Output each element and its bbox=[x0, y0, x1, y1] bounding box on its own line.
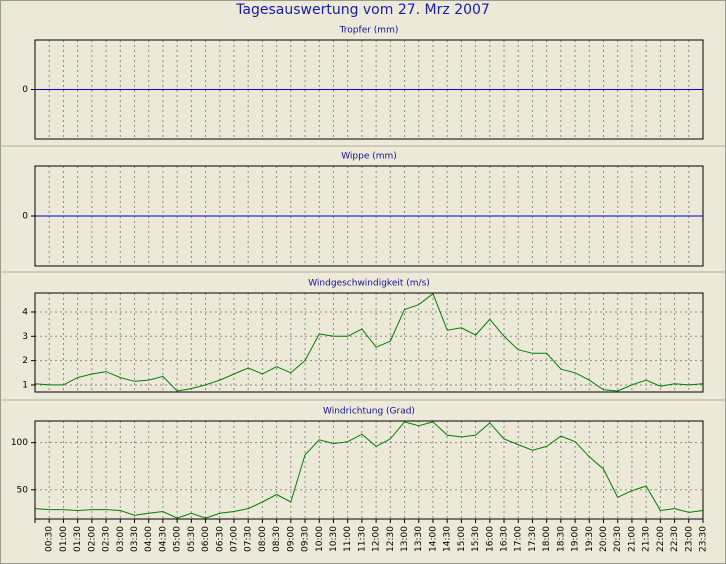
x-tick-label: 21:30 bbox=[642, 526, 652, 552]
x-tick-label: 13:30 bbox=[414, 526, 424, 552]
x-tick-label: 05:30 bbox=[187, 526, 197, 552]
x-tick-label: 06:30 bbox=[215, 526, 225, 552]
x-tick-label: 14:00 bbox=[428, 526, 438, 552]
x-tick-label: 12:00 bbox=[372, 526, 382, 552]
plot-area bbox=[35, 421, 703, 519]
data-line bbox=[34, 421, 704, 519]
x-tick-label: 20:30 bbox=[613, 526, 623, 552]
x-tick-label: 10:30 bbox=[329, 526, 339, 552]
x-tick-label: 08:30 bbox=[272, 526, 282, 552]
y-tick-label: 0 bbox=[22, 212, 28, 222]
y-tick-label: 3 bbox=[22, 332, 28, 342]
x-tick-label: 04:00 bbox=[144, 526, 154, 552]
x-tick-label: 17:00 bbox=[514, 526, 524, 552]
x-tick-label: 02:30 bbox=[102, 526, 112, 552]
x-tick-label: 08:00 bbox=[258, 526, 268, 552]
plot-border bbox=[34, 420, 704, 520]
x-tick-label: 09:30 bbox=[301, 526, 311, 552]
page-title: Tagesauswertung vom 27. Mrz 2007 bbox=[235, 2, 490, 18]
x-tick-label: 19:30 bbox=[585, 526, 595, 552]
y-tick-label: 100 bbox=[11, 438, 28, 448]
x-tick-label: 18:00 bbox=[542, 526, 552, 552]
x-tick-label: 15:00 bbox=[457, 526, 467, 552]
y-tick-label: 50 bbox=[17, 485, 29, 495]
plot-border bbox=[34, 39, 704, 140]
x-tick-label: 13:00 bbox=[400, 526, 410, 552]
x-tick-label: 00:30 bbox=[45, 526, 55, 552]
y-tick-label: 0 bbox=[22, 85, 28, 95]
x-tick-label: 14:30 bbox=[443, 526, 453, 552]
data-line bbox=[34, 292, 704, 392]
plot-border bbox=[34, 165, 704, 267]
plot-border bbox=[34, 292, 704, 393]
x-tick-label: 20:00 bbox=[599, 526, 609, 552]
x-tick-label: 07:30 bbox=[244, 526, 254, 552]
panel-title: Windrichtung (Grad) bbox=[323, 407, 415, 417]
x-tick-label: 05:00 bbox=[173, 526, 183, 552]
panel-title: Tropfer (mm) bbox=[339, 26, 399, 36]
x-tick-label: 04:30 bbox=[158, 526, 168, 552]
x-tick-label: 16:30 bbox=[500, 526, 510, 552]
panel-title: Wippe (mm) bbox=[341, 152, 397, 162]
x-tick-label: 11:30 bbox=[357, 526, 367, 552]
y-tick-label: 2 bbox=[22, 356, 28, 366]
x-tick-label: 06:00 bbox=[201, 526, 211, 552]
x-tick-label: 12:30 bbox=[386, 526, 396, 552]
x-tick-label: 02:00 bbox=[87, 526, 97, 552]
x-tick-label: 22:30 bbox=[670, 526, 680, 552]
plot-area bbox=[35, 293, 703, 392]
x-tick-label: 23:00 bbox=[684, 526, 694, 552]
x-tick-label: 07:00 bbox=[229, 526, 239, 552]
x-tick-label: 18:30 bbox=[556, 526, 566, 552]
x-tick-label: 19:00 bbox=[571, 526, 581, 552]
x-tick-label: 22:00 bbox=[656, 526, 666, 552]
x-tick-label: 09:00 bbox=[286, 526, 296, 552]
x-tick-label: 03:00 bbox=[116, 526, 126, 552]
x-tick-label: 03:30 bbox=[130, 526, 140, 552]
x-tick-label: 01:00 bbox=[59, 526, 69, 552]
x-tick-label: 15:30 bbox=[471, 526, 481, 552]
x-tick-label: 21:00 bbox=[627, 526, 637, 552]
x-tick-label: 10:00 bbox=[315, 526, 325, 552]
x-tick-label: 16:00 bbox=[485, 526, 495, 552]
y-tick-label: 1 bbox=[22, 380, 28, 390]
x-tick-label: 17:30 bbox=[528, 526, 538, 552]
x-tick-label: 23:30 bbox=[699, 526, 709, 552]
x-tick-label: 11:00 bbox=[343, 526, 353, 552]
x-tick-label: 01:30 bbox=[73, 526, 83, 552]
y-tick-label: 4 bbox=[22, 307, 28, 317]
panel-title: Windgeschwindigkeit (m/s) bbox=[308, 279, 430, 289]
